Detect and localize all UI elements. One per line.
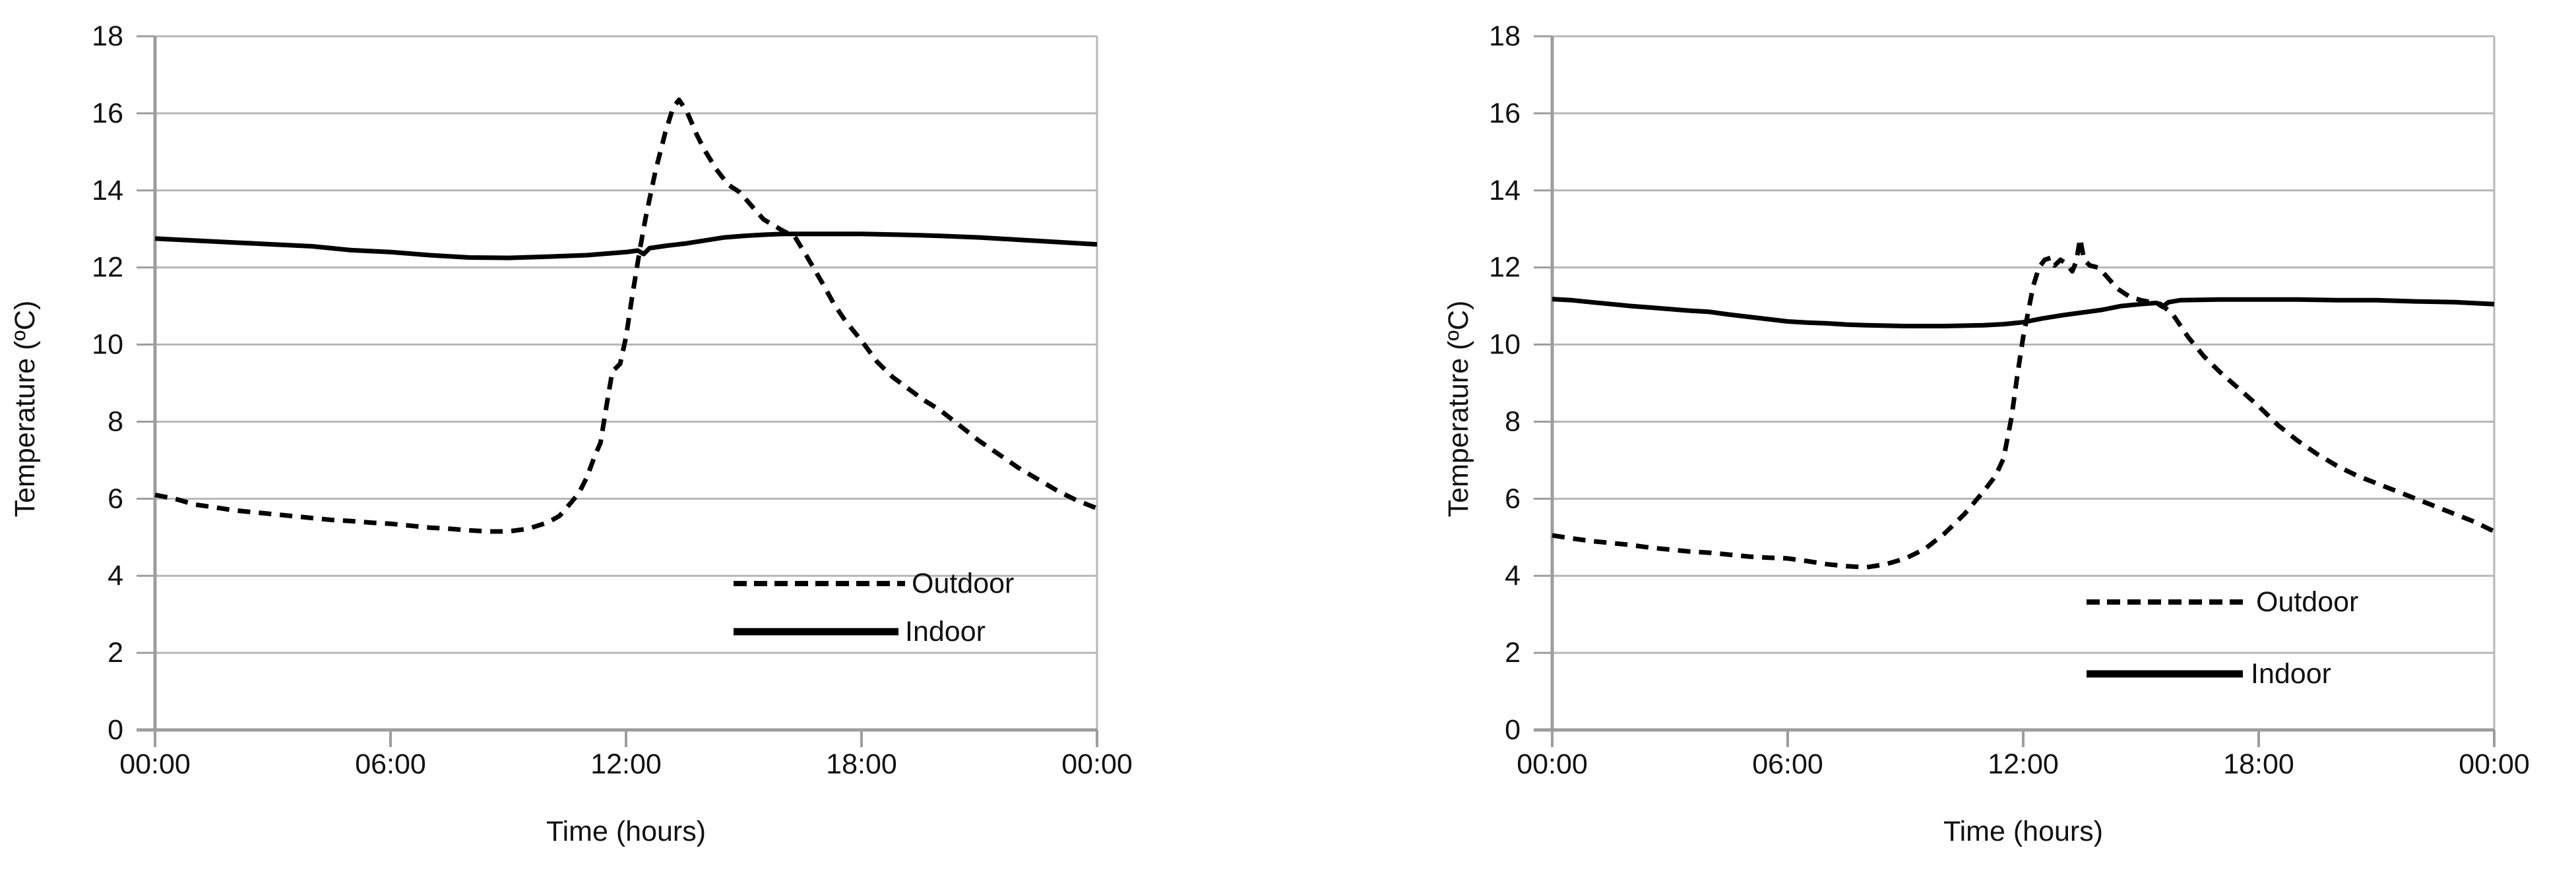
y-tick-label: 0 [1505, 714, 1521, 746]
y-tick-label: 16 [92, 98, 123, 129]
y-tick-label: 0 [108, 714, 123, 746]
y-tick-label: 4 [1505, 560, 1521, 591]
y-tick-label: 18 [1489, 20, 1521, 52]
x-axis-title: Time (hours) [1943, 816, 2103, 847]
y-ticks: 0 2 4 6 8 10 12 14 16 18 [1489, 20, 1552, 746]
y-tick-label: 16 [1489, 98, 1521, 129]
series-indoor-line [154, 231, 1098, 260]
gridlines [1552, 35, 2494, 654]
x-tick-label: 06:00 [355, 748, 426, 780]
axes [1534, 36, 2494, 732]
x-tick-label: 00:00 [1517, 748, 1588, 780]
series-outdoor-line [1552, 236, 2496, 570]
x-tick-label: 06:00 [1752, 748, 1823, 780]
y-tick-label: 2 [1505, 637, 1521, 669]
y-tick-label: 2 [108, 637, 123, 669]
y-tick-label: 4 [108, 560, 123, 591]
x-ticks: 00:00 06:00 12:00 18:00 00:00 [1517, 730, 2530, 780]
x-tick-label: 12:00 [590, 748, 662, 780]
legend-outdoor-label: Outdoor [2256, 586, 2358, 618]
y-tick-label: 12 [1489, 252, 1521, 284]
legend: Outdoor Indoor [2087, 586, 2358, 690]
y-axis-title: Temperature (ºC) [1443, 301, 1474, 518]
legend-indoor-label: Indoor [905, 616, 986, 648]
y-tick-label: 14 [92, 175, 123, 206]
x-axis-title: Time (hours) [546, 816, 706, 847]
x-tick-label: 00:00 [119, 748, 191, 780]
y-tick-label: 18 [92, 20, 123, 52]
x-tick-label: 18:00 [2223, 748, 2294, 780]
y-tick-label: 14 [1489, 175, 1521, 206]
x-ticks: 00:00 06:00 12:00 18:00 00:00 [119, 730, 1133, 780]
y-tick-label: 8 [108, 406, 123, 437]
y-tick-label: 8 [1505, 406, 1521, 437]
x-tick-label: 18:00 [826, 748, 897, 780]
y-axis-title: Temperature (ºC) [9, 301, 41, 518]
axes [137, 36, 1097, 732]
legend: Outdoor Indoor [734, 568, 1014, 648]
y-tick-label: 10 [92, 329, 123, 361]
y-tick-label: 10 [1489, 329, 1521, 361]
series-indoor-line [1552, 297, 2495, 328]
legend-indoor-label: Indoor [2251, 658, 2331, 690]
y-tick-label: 6 [1505, 483, 1521, 514]
y-ticks: 0 2 4 6 8 10 12 14 16 18 [92, 20, 155, 746]
y-tick-label: 6 [108, 483, 123, 514]
legend-outdoor-label: Outdoor [912, 568, 1014, 599]
series [154, 97, 1098, 534]
series [1552, 236, 2496, 570]
x-tick-label: 00:00 [2459, 748, 2530, 780]
x-tick-label: 00:00 [1061, 748, 1133, 780]
series-outdoor-line [154, 97, 1098, 534]
x-tick-label: 12:00 [1988, 748, 2059, 780]
y-tick-label: 12 [92, 252, 123, 284]
